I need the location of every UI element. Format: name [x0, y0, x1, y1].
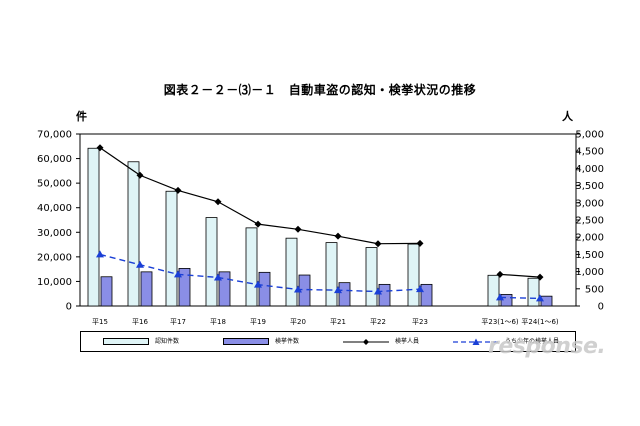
right-axis-tick-label: 2,500 — [575, 216, 604, 227]
right-axis-unit: 人 — [562, 110, 573, 123]
x-category-label: 平23(1～6) — [481, 318, 519, 326]
left-axis-unit: 件 — [76, 110, 87, 123]
left-axis-tick-label: 40,000 — [37, 203, 72, 214]
chart-title: 図表２－２－⑶－１ 自動車盗の認知・検挙状況の推移 — [163, 83, 477, 97]
juvenile-point — [214, 273, 222, 281]
legend-label-recognized: 認知件数 — [155, 338, 180, 345]
bar-recognized — [285, 237, 298, 307]
x-category-label: 平22 — [370, 318, 386, 326]
bar-recognized — [127, 161, 140, 307]
arrested-point — [96, 144, 104, 152]
bar-recognized — [205, 217, 218, 307]
x-category-label: 平20 — [290, 318, 306, 326]
juvenile-point — [174, 270, 182, 278]
juvenile-point — [254, 280, 262, 288]
bar-cleared — [178, 268, 191, 307]
bar-cleared — [338, 282, 351, 307]
bar-cleared — [140, 271, 153, 307]
x-category-label: 平18 — [210, 318, 226, 326]
right-axis-tick-label: 1,500 — [575, 250, 604, 261]
bar-recognized — [87, 147, 100, 307]
left-axis-tick-label: 60,000 — [37, 154, 72, 165]
right-axis-tick-label: 4,500 — [575, 147, 604, 158]
arrested-line — [99, 147, 421, 245]
x-category-label: 平17 — [170, 318, 186, 326]
right-axis-tick-label: 500 — [585, 284, 604, 295]
bar-cleared — [218, 271, 231, 307]
bar-recognized — [325, 242, 338, 307]
left-axis-tick-label: 10,000 — [37, 277, 72, 288]
right-axis-tick-label: 0 — [598, 302, 604, 313]
arrested-point — [174, 186, 182, 194]
juvenile-line — [499, 296, 541, 300]
juvenile-point — [96, 250, 104, 258]
arrested-point — [254, 220, 262, 228]
bar-cleared — [420, 283, 433, 307]
left-axis-tick-label: 70,000 — [37, 130, 72, 141]
juvenile-point — [536, 294, 544, 302]
arrested-point — [136, 171, 144, 179]
left-axis-tick-label: 20,000 — [37, 252, 72, 263]
bar-cleared — [100, 276, 113, 307]
arrested-point — [294, 225, 302, 233]
legend-swatch-cleared — [223, 338, 269, 345]
right-axis-tick-label: 4,000 — [575, 164, 604, 175]
right-axis-tick-label: 3,000 — [575, 198, 604, 209]
legend-swatch-juvenile — [453, 338, 499, 345]
arrested-point — [374, 240, 382, 248]
x-category-label: 平15 — [92, 318, 108, 326]
right-axis-tick-label: 1,000 — [575, 267, 604, 278]
legend-label-arrested: 検挙人員 — [395, 338, 420, 345]
arrested-point — [416, 239, 424, 247]
x-category-label: 平21 — [330, 318, 346, 326]
bar-recognized — [407, 243, 420, 307]
juvenile-point — [294, 285, 302, 293]
juvenile-point — [374, 287, 382, 295]
legend-label-cleared: 検挙件数 — [275, 338, 300, 345]
legend-swatch-recognized — [103, 338, 149, 345]
arrested-point — [214, 198, 222, 206]
bar-recognized — [365, 247, 378, 307]
juvenile-point — [496, 293, 504, 301]
left-axis-tick-label: 50,000 — [37, 179, 72, 190]
arrested-line — [499, 273, 541, 278]
bar-recognized — [165, 190, 178, 307]
bar-recognized — [527, 277, 540, 307]
right-axis-tick-label: 3,500 — [575, 181, 604, 192]
legend-label-juvenile: うち少年の検挙人員 — [505, 338, 560, 345]
right-axis-tick-label: 5,000 — [575, 130, 604, 141]
x-category-label: 平19 — [250, 318, 266, 326]
bar-cleared — [258, 271, 271, 307]
watermark-logo: response. — [488, 334, 606, 359]
bar-recognized — [245, 227, 258, 307]
legend-swatch-arrested — [343, 339, 389, 345]
right-axis-tick-label: 2,000 — [575, 233, 604, 244]
left-axis-tick-label: 0 — [66, 302, 72, 313]
x-category-label: 平16 — [132, 318, 148, 326]
arrested-point — [334, 232, 342, 240]
x-category-label: 平23 — [412, 318, 428, 326]
juvenile-point — [136, 260, 144, 268]
arrested-point — [496, 270, 504, 278]
bar-recognized — [487, 274, 500, 307]
left-axis-tick-label: 30,000 — [37, 228, 72, 239]
x-category-label: 平24(1～6) — [521, 318, 559, 326]
bar-cleared — [378, 283, 391, 307]
juvenile-point — [334, 286, 342, 294]
chart-legend: 認知件数 検挙件数 検挙人員 うち少年の検挙人員 — [80, 331, 576, 352]
arrested-point — [536, 273, 544, 281]
juvenile-point — [416, 285, 424, 293]
